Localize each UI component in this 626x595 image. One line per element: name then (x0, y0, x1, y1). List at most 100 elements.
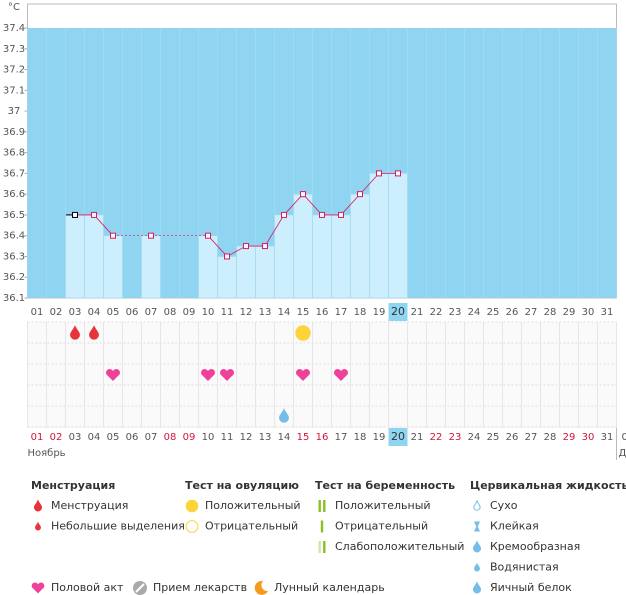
x-tick-label: 14 (278, 432, 291, 443)
x-tick-label: 19 (373, 307, 386, 318)
y-tick-label: 36.9 (3, 127, 25, 138)
icon (135, 583, 145, 593)
icon (279, 408, 289, 423)
bar (331, 214, 351, 299)
legend-label: Положительный (335, 499, 431, 512)
icon (106, 369, 120, 381)
x-tick-label: 23 (449, 307, 462, 318)
icon (89, 325, 99, 340)
bar (198, 235, 218, 299)
x-tick-label: 05 (107, 432, 120, 443)
icon (254, 580, 268, 595)
x-tick-label: 20 (391, 430, 405, 443)
x-tick-label: 14 (278, 307, 291, 318)
x-tick-label: 10 (202, 307, 215, 318)
y-tick-label: 36.5 (3, 210, 25, 221)
point-marker (395, 170, 401, 177)
x-tick-label: 01 (31, 432, 44, 443)
bar (65, 214, 85, 299)
y-tick-label: 36.2 (3, 272, 25, 283)
point-marker (338, 211, 344, 218)
bar (84, 214, 104, 299)
point-marker (72, 211, 78, 218)
legend-label: Прием лекарств (153, 581, 247, 594)
x-tick-label: 19 (373, 432, 386, 443)
point-marker (243, 243, 249, 250)
events-area (27, 322, 617, 428)
y-unit: °C (8, 2, 20, 13)
icon (185, 499, 199, 513)
point-marker (300, 191, 306, 198)
y-tick-label: 37.3 (3, 44, 25, 55)
x-tick-label: 17 (335, 307, 348, 318)
y-tick-label: 36.3 (3, 251, 25, 262)
bar (255, 245, 275, 299)
x-tick-label: 01 (31, 307, 44, 318)
x-tick-label: 25 (487, 307, 500, 318)
y-tick-label: 36.8 (3, 148, 25, 159)
x-tick-label: 21 (411, 432, 424, 443)
bar (293, 193, 313, 299)
x-tick-label: 26 (506, 432, 519, 443)
x-tick-label: 08 (164, 432, 177, 443)
x-tick-label: 04 (88, 432, 101, 443)
x-tick-label: 22 (430, 432, 443, 443)
icon (70, 325, 80, 340)
x-tick-label: 29 (563, 432, 576, 443)
x-tick-label: 31 (601, 432, 614, 443)
point-marker (376, 170, 382, 177)
bar (141, 235, 161, 299)
x-tick-label: 04 (88, 307, 101, 318)
month-label: Дека (619, 448, 626, 459)
x-tick-label: 18 (354, 307, 367, 318)
icon (323, 500, 326, 512)
icon (334, 369, 348, 381)
icon (323, 541, 326, 553)
icon (35, 521, 41, 531)
icon (295, 325, 311, 341)
point-marker (262, 243, 268, 250)
x-tick-label: 11 (221, 432, 234, 443)
point-marker (148, 232, 154, 239)
x-tick-label: 09 (183, 432, 196, 443)
icon (474, 562, 480, 572)
legend-title: Тест на беременность (315, 479, 455, 492)
legend-title: Цервикальная жидкость (470, 479, 626, 492)
x-tick-label: 08 (164, 307, 177, 318)
y-tick-label: 36.1 (3, 293, 25, 304)
icon (472, 581, 482, 594)
x-tick-label: 11 (221, 307, 234, 318)
x-tick-label: 23 (449, 432, 462, 443)
bar (388, 173, 408, 299)
x-tick-label: 28 (544, 307, 557, 318)
legend-label: Слабоположительный (335, 540, 464, 553)
point-marker (281, 211, 287, 218)
x-tick-label: 15 (297, 307, 310, 318)
today-highlight (388, 303, 408, 321)
legend-label: Менструация (51, 499, 128, 512)
x-tick-label: 12 (240, 432, 253, 443)
icon (474, 521, 480, 532)
bar (369, 173, 389, 299)
legend-label: Сухо (490, 499, 518, 512)
bar (103, 235, 123, 299)
x-tick-label: 03 (69, 307, 82, 318)
legend-title: Менструация (31, 479, 115, 492)
x-tick-label: 27 (525, 307, 538, 318)
x-tick-label: 06 (126, 432, 139, 443)
icon (318, 541, 321, 553)
x-tick-label: 29 (563, 307, 576, 318)
legend-label: Водянистая (490, 561, 559, 574)
month-label: Ноябрь (28, 448, 66, 459)
x-tick-label: 07 (145, 307, 158, 318)
y-tick-label: 37.2 (3, 65, 25, 76)
x-tick-label: 15 (297, 432, 310, 443)
icon (31, 582, 45, 594)
x-tick-label: 27 (525, 432, 538, 443)
icon (472, 540, 482, 553)
legend-label: Кремообразная (490, 540, 580, 553)
x-tick-label: 21 (411, 307, 424, 318)
x-tick-label: 28 (544, 432, 557, 443)
x-tick-label: 20 (391, 305, 405, 318)
